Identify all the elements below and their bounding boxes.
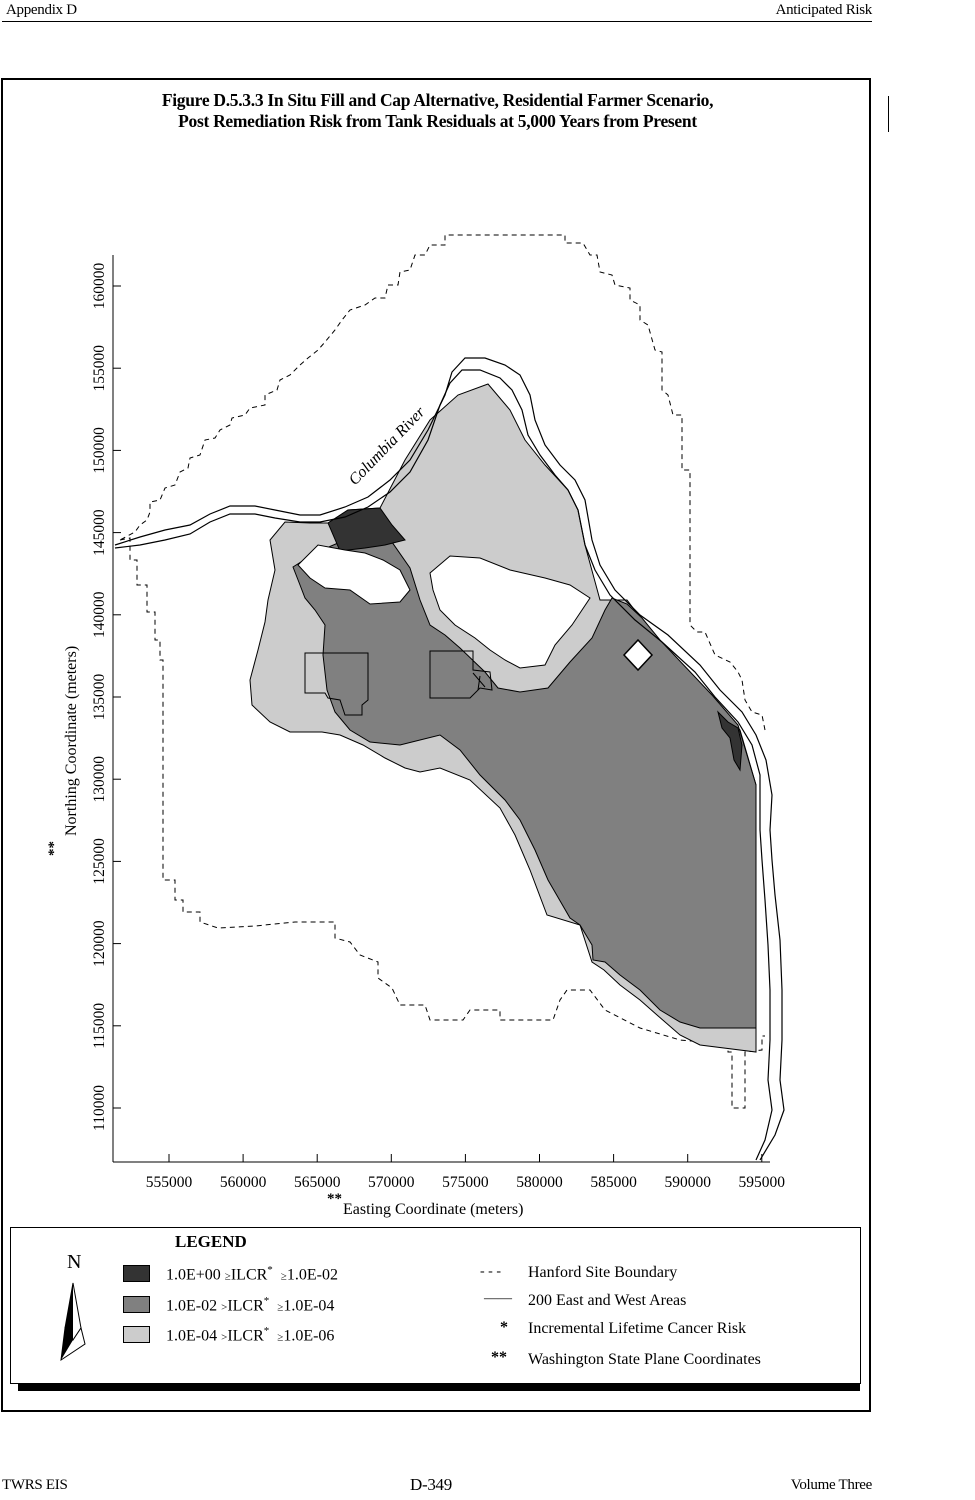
y-tick-label: 120000	[91, 920, 108, 967]
exclusion-area-west	[297, 544, 411, 605]
x-tick-label: 585000	[590, 1174, 637, 1191]
legend-entry-high-op2: ≥	[280, 1270, 287, 1283]
200-east-area	[429, 650, 493, 699]
hanford-site-boundary	[119, 234, 766, 1109]
north-arrow-icon: N	[60, 1251, 86, 1362]
area-marker	[472, 672, 486, 691]
legend-entry-high-label: ILCR	[230, 1266, 268, 1284]
x-tick-label: 595000	[739, 1174, 786, 1191]
legend-entry-mid-hi: 1.0E-02	[166, 1297, 218, 1315]
legend-key-ilcr: Incremental Lifetime Cancer Risk	[528, 1320, 747, 1337]
legend-entry-high-lo: 1.0E-02	[286, 1266, 338, 1284]
legend-entry-low-star: *	[263, 1325, 270, 1337]
y-tick-label: 130000	[91, 756, 108, 803]
legend-key-dashed-symbol: - - -	[480, 1264, 501, 1279]
footer-page-number: D-349	[410, 1475, 452, 1494]
y-tick-label: 140000	[91, 591, 108, 638]
legend-entry-low-op2: ≥	[277, 1331, 284, 1344]
change-bar	[888, 96, 889, 132]
y-axis-ticks: 110000 115000 120000 125000 130000 135000 1400…	[91, 263, 121, 1131]
200-west-area	[304, 652, 369, 716]
legend-entry-mid-op2: ≥	[277, 1301, 284, 1314]
legend-swatch-mid	[123, 1296, 150, 1313]
footer-right: Volume Three	[790, 1477, 873, 1493]
figure-title: Figure D.5.3.3 In Situ Fill and Cap Alte…	[0, 90, 875, 132]
legend-entry-low-hi: 1.0E-04	[166, 1327, 218, 1345]
figure-title-line2: Post Remediation Risk from Tank Residual…	[178, 111, 697, 131]
y-tick-label: 110000	[91, 1085, 108, 1131]
legend-swatch-low	[123, 1326, 150, 1343]
columbia-river-bank-north	[114, 357, 785, 1161]
y-axis-label-prefix: **	[46, 841, 62, 856]
legend-entry-high: 1.0E+00 ≥ILCR* ≥1.0E-02	[166, 1264, 338, 1284]
legend-entry-mid-star: *	[263, 1295, 270, 1307]
risk-map: Columbia River 1100001150001200001250001…	[46, 234, 786, 1218]
y-tick-label: 135000	[91, 674, 108, 721]
header-left: Appendix D	[6, 2, 77, 18]
y-tick-label: 155000	[91, 345, 108, 392]
legend-entry-mid-label: ILCR	[227, 1297, 264, 1315]
legend-title: LEGEND	[175, 1232, 247, 1251]
y-axis-label: Northing Coordinate (meters)	[63, 646, 80, 836]
columbia-river-bank-south	[114, 369, 773, 1161]
high-risk-strip	[717, 710, 743, 772]
legend-entry-high-op1: ≥	[224, 1270, 231, 1283]
legend-entry-mid-lo: 1.0E-04	[283, 1297, 335, 1315]
y-tick-label: 125000	[91, 838, 108, 885]
legend-entry-low-lo: 1.0E-06	[283, 1327, 335, 1345]
y-tick-label: 145000	[91, 509, 108, 556]
footer-left: TWRS EIS	[2, 1477, 68, 1493]
legend-key-solid-symbol: ——	[484, 1291, 512, 1306]
legend-box	[10, 1227, 861, 1384]
x-axis-label-prefix: **	[327, 1191, 342, 1207]
legend-swatch-high	[123, 1265, 150, 1282]
legend-entry-high-star: *	[267, 1264, 273, 1276]
north-symbol: N	[67, 1251, 81, 1273]
legend-entry-low-label: ILCR	[227, 1327, 264, 1345]
legend-key-state-plane: Washington State Plane Coordinates	[528, 1351, 761, 1368]
y-tick-label: 115000	[91, 1003, 108, 1049]
legend-entry-high-hi: 1.0E+00	[166, 1266, 221, 1284]
legend-entry-mid: 1.0E-02 >ILCR* ≥1.0E-04	[166, 1295, 334, 1315]
diamond-feature	[622, 638, 654, 672]
x-tick-label: 575000	[442, 1174, 489, 1191]
x-tick-label: 580000	[516, 1174, 563, 1191]
y-tick-label: 150000	[91, 427, 108, 474]
exclusion-area-east	[429, 555, 591, 669]
x-axis-label: Easting Coordinate (meters)	[343, 1201, 523, 1218]
x-tick-label: 590000	[664, 1174, 711, 1191]
legend-entry-mid-op1: >	[221, 1301, 228, 1314]
legend-key-hanford: Hanford Site Boundary	[528, 1264, 678, 1281]
x-tick-label: 555000	[146, 1174, 193, 1191]
x-tick-label: 570000	[368, 1174, 415, 1191]
legend-key-double-star-symbol: **	[491, 1349, 507, 1366]
figure-frame	[1, 78, 871, 1412]
header-rule	[2, 21, 872, 22]
figure-title-line1: Figure D.5.3.3 In Situ Fill and Cap Alte…	[161, 90, 714, 110]
y-tick-label: 160000	[91, 263, 108, 310]
legend-key-200-areas: 200 East and West Areas	[528, 1292, 687, 1309]
legend-entry-low-op1: >	[221, 1331, 228, 1344]
legend-key-star-symbol: *	[500, 1319, 508, 1336]
header-right: Anticipated Risk	[775, 2, 873, 18]
x-tick-label: 565000	[294, 1174, 341, 1191]
x-axis-ticks: 555000 560000 565000 570000 575000 580000 5850…	[146, 1154, 786, 1191]
legend-entry-low: 1.0E-04 >ILCR* ≥1.0E-06	[166, 1325, 334, 1345]
x-tick-label: 560000	[220, 1174, 267, 1191]
